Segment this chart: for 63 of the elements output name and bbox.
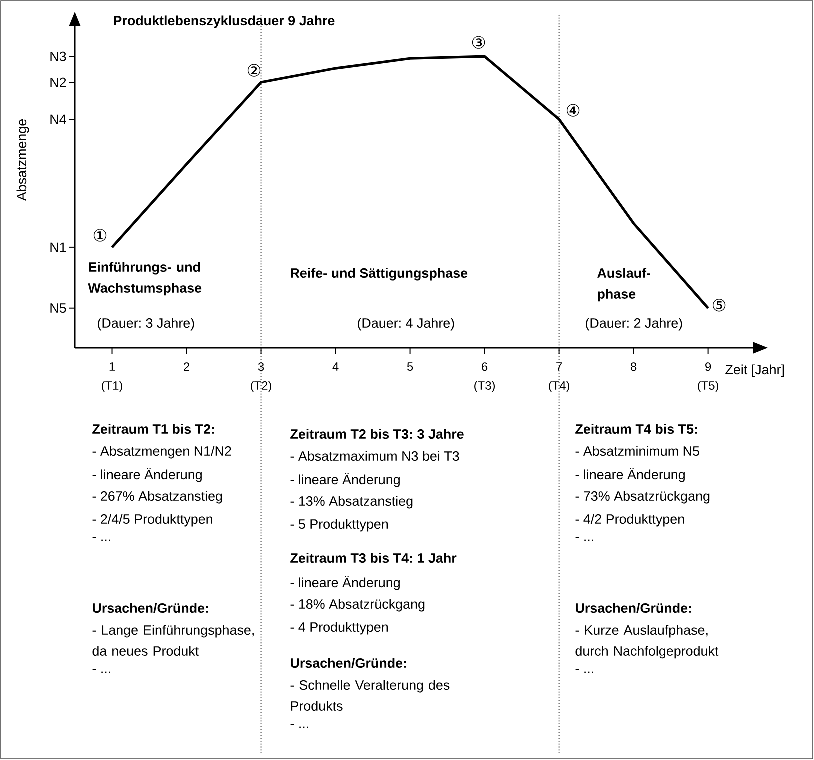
- annotation: (Dauer: 3 Jahre): [98, 318, 194, 331]
- text: Zeitraum T4 bis T5:: [576, 424, 698, 434]
- text: - Absatzmaximum N3 bei T3: [290, 451, 460, 462]
- annotation: (Dauer: 2 Jahre): [586, 318, 682, 331]
- x-tick-label: 7: [556, 362, 562, 371]
- annotation: ⑤: [712, 299, 726, 312]
- text: N5: [50, 304, 66, 314]
- annotation: ②: [248, 64, 261, 77]
- x-tick-label: 3: [258, 362, 264, 372]
- annotation: ①: [94, 229, 107, 242]
- text: Zeitraum T3 bis T4: 1 Jahr: [290, 553, 457, 564]
- text: (T4): [549, 381, 570, 392]
- y-axis-title: Absatzmenge: [16, 119, 30, 202]
- x-tick-label: 5: [407, 362, 414, 371]
- text: - ...: [290, 724, 308, 728]
- text: - 4/2 Produkttypen: [576, 514, 684, 527]
- text: - lineare Änderung: [290, 576, 400, 590]
- annotation: Einführungs- und Wachstumsphase: [88, 262, 202, 296]
- text: (T3): [474, 381, 495, 392]
- text: - Absatzminimum N5: [576, 446, 700, 456]
- text: - ...: [92, 537, 110, 542]
- text: Zeitraum T1 bis T2:: [92, 424, 214, 434]
- text: - lineare Änderung: [92, 468, 202, 482]
- annotation: Reife- und Sättigungsphase: [291, 268, 468, 281]
- text: (T5): [698, 381, 719, 392]
- x-tick-label: 1: [110, 362, 115, 371]
- annotation: Auslauf-phase: [598, 268, 650, 302]
- text: (T1): [102, 381, 122, 392]
- x-tick-label: 6: [482, 362, 488, 372]
- text: - lineare Änderung: [290, 473, 400, 488]
- text: - 4 Produkttypen: [290, 622, 388, 635]
- annotation: ④: [566, 104, 580, 117]
- text: N4: [50, 114, 66, 124]
- text: N1: [50, 242, 66, 252]
- text: N3: [50, 52, 66, 62]
- text: - ...: [92, 669, 110, 674]
- text: Zeitraum T2 bis T3: 3 Jahre: [290, 429, 464, 440]
- x-axis-title: Zeit [Jahr]: [726, 364, 784, 378]
- text: - 2/4/5 Produkttypen: [92, 514, 212, 527]
- text: - Lange Einführungsphase, da neues Produkt: [92, 625, 254, 656]
- x-tick-label: 2: [184, 362, 190, 372]
- x-tick-label: 9: [706, 362, 712, 372]
- annotation: ③: [472, 36, 486, 49]
- text: Ursachen/Gründe:: [291, 658, 406, 668]
- text: - 18% Absatzrückgang: [290, 599, 425, 612]
- text: Ursachen/Gründe:: [576, 603, 692, 614]
- text: - Absatzmengen N1/N2: [92, 446, 232, 459]
- annotation: (Dauer: 4 Jahre): [358, 318, 454, 331]
- text: - Kurze Auslaufphase, durch Nachfolgeprodukt: [576, 625, 719, 659]
- text: N2: [50, 78, 66, 88]
- text: Ursachen/Gründe:: [93, 603, 208, 614]
- x-tick-label: 4: [332, 362, 339, 371]
- text: - lineare Änderung: [576, 468, 685, 482]
- text: - 13% Absatzanstieg: [290, 496, 413, 509]
- text: - Schnelle Veralterung des Produkts: [290, 680, 450, 711]
- text: - ...: [576, 537, 594, 542]
- chart-title: Produktlebenszyklusdauer 9 Jahre: [114, 16, 335, 28]
- x-tick-label: 8: [630, 362, 637, 372]
- text: - 267% Absatzanstieg: [92, 491, 222, 504]
- text: (T2): [251, 381, 272, 392]
- text: - 73% Absatzrückgang: [576, 491, 710, 504]
- text: - ...: [576, 669, 594, 674]
- text: - 5 Produkttypen: [290, 519, 388, 532]
